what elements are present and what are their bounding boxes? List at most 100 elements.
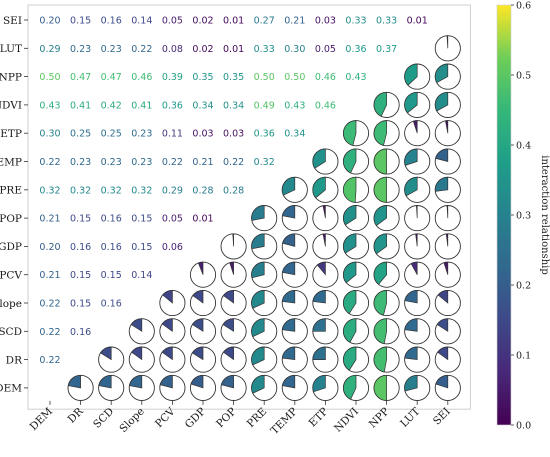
pie-temp-etp [312,148,339,175]
value-label-sei-npp: 0.33 [376,16,397,27]
pie-gdp-pre [251,233,278,260]
value-label-pre-dem: 0.32 [39,185,60,196]
value-label-sei-pop: 0.01 [223,16,244,27]
pie-dem-lut [404,374,431,401]
pie-temp-npp [373,148,400,175]
pie-pop-ndvi [342,205,370,232]
y-tick-label-etp: ETP [0,128,22,140]
pie-pre-temp [281,176,308,203]
value-label-ndvi-pop: 0.34 [223,100,244,111]
value-label-etp-pop: 0.03 [223,129,244,140]
value-label-npp-etp: 0.46 [315,72,336,83]
pie-gdp-ndvi [342,233,370,260]
value-label-lut-ndvi: 0.36 [345,44,366,55]
pie-dem-sei [434,374,461,401]
pie-scd-lut [404,318,431,345]
pie-pcv-pop [220,261,247,288]
colorbar-gradient [496,4,512,426]
value-label-temp-scd: 0.23 [101,157,122,168]
pie-gdp-sei [434,233,461,260]
pie-scd-ndvi [342,318,370,345]
value-label-slope-scd: 0.16 [101,299,122,310]
y-tick-label-lut: LUT [0,43,22,55]
value-label-lut-pcv: 0.08 [162,44,183,55]
pie-dr-pre [251,346,278,373]
pie-slope-temp [281,289,308,317]
y-tick-label-pcv: PCV [0,270,22,282]
value-label-sei-pcv: 0.05 [162,16,183,27]
value-label-npp-pop: 0.35 [223,72,244,83]
value-label-ndvi-gdp: 0.34 [192,100,213,111]
pie-pcv-sei [434,261,461,288]
value-label-ndvi-temp: 0.43 [284,100,305,111]
pie-pcv-npp [373,261,400,288]
pie-slope-npp [373,289,400,317]
pie-slope-pcv [159,289,186,317]
pie-pre-sei [434,176,461,203]
value-label-pre-pcv: 0.29 [162,185,183,196]
value-label-etp-scd: 0.25 [101,129,122,140]
colorbar-tick-label: 0.3 [516,211,531,222]
pie-pop-lut [404,205,431,232]
value-label-temp-slope: 0.23 [131,157,152,168]
pie-gdp-temp [281,233,308,260]
pie-etp-ndvi [342,120,370,147]
pie-dr-pcv [159,346,186,373]
colorbar-tick-label: 0.0 [516,421,531,432]
value-label-pop-slope: 0.15 [131,214,152,225]
value-label-pop-pcv: 0.05 [162,214,183,225]
value-label-gdp-dem: 0.20 [39,242,60,253]
value-label-ndvi-etp: 0.46 [315,100,336,111]
y-axis-tick-labels: SEI LUT NPP NDVI ETP TEMP PRE POP GDP PCV Slope SCD… [0,15,28,395]
value-label-lut-scd: 0.23 [101,44,122,55]
value-label-pre-pop: 0.28 [223,185,244,196]
value-label-ndvi-dem: 0.43 [39,100,60,111]
x-axis-tick-labels: DEM DR SCD Slope PCV GDP POP PRE TEMP ETP NDVI NPP L… [28,400,453,437]
value-label-pcv-dr: 0.15 [70,270,91,281]
value-label-lut-dem: 0.29 [39,44,60,55]
value-label-sei-gdp: 0.02 [192,16,213,27]
value-label-temp-gdp: 0.21 [192,157,213,168]
pie-etp-sei [434,120,461,147]
plot-border [27,4,471,410]
x-tick-label-temp: TEMP [268,406,299,437]
value-label-npp-dem: 0.50 [39,72,60,83]
colorbar-label: interaction relationship [539,155,550,274]
pie-ndvi-lut [404,91,431,118]
pie-temp-ndvi [342,148,370,175]
value-label-lut-pre: 0.33 [254,44,275,55]
pie-scd-etp [312,318,339,345]
pie-scd-slope [128,318,155,345]
y-tick-label-pop: POP [0,213,22,225]
value-label-temp-dr: 0.23 [70,157,91,168]
pie-temp-sei [434,148,461,175]
pie-slope-sei [434,289,461,317]
value-label-temp-pcv: 0.22 [162,157,183,168]
value-label-pop-dem: 0.21 [39,214,60,225]
value-label-scd-dem: 0.22 [39,327,60,338]
pie-pop-npp [373,205,400,232]
value-label-pre-slope: 0.32 [131,185,152,196]
y-tick-label-dem: DEM [0,383,22,395]
pie-gdp-npp [373,233,400,260]
value-label-lut-slope: 0.22 [131,44,152,55]
value-label-sei-slope: 0.14 [131,16,152,27]
pie-dr-gdp [189,346,217,373]
pie-dr-etp [312,346,339,373]
value-label-npp-ndvi: 0.43 [345,72,366,83]
value-label-pcv-scd: 0.15 [101,270,122,281]
value-label-sei-temp: 0.21 [284,16,305,27]
value-label-slope-dr: 0.15 [70,299,91,310]
value-label-lut-dr: 0.23 [70,44,91,55]
value-label-gdp-slope: 0.15 [131,242,152,253]
pie-dem-dr [67,374,94,401]
x-tick-label-dr: DR [66,405,87,426]
pie-dem-pcv [159,374,186,401]
colorbar-tick-label: 0.6 [516,1,531,12]
pie-pop-pre [251,205,278,232]
y-tick-label-slope: Slope [0,298,22,310]
pie-ndvi-npp [373,91,400,118]
pie-dem-gdp [189,374,217,401]
pie-pop-etp [312,205,339,232]
